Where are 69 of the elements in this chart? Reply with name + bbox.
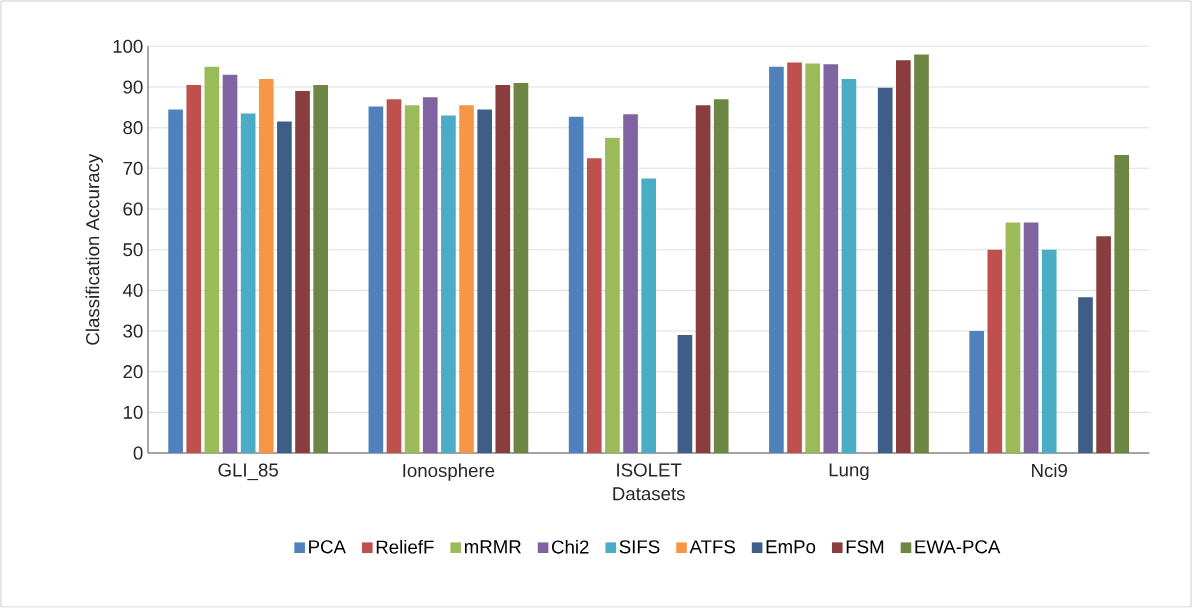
bar [677,335,693,454]
bar [713,99,729,454]
legend-label: ReliefF [376,539,434,554]
bar [386,99,402,454]
bar [422,97,438,454]
bar [186,84,202,454]
bar [896,60,911,454]
y-tick-label: 100 [113,39,143,53]
bar [295,91,310,454]
bar [586,158,602,454]
bar [969,331,985,454]
bar [914,54,929,454]
x-tick-label: ISOLET [617,463,682,477]
bar [841,78,857,454]
bar [258,78,274,454]
legend-label: ATFS [689,540,735,554]
y-tick-label: 10 [123,405,143,419]
bar [987,249,1003,454]
bar [1005,222,1021,454]
x-tick-label: Ionosphere [403,463,495,481]
bar [477,109,493,454]
y-tick-label: 0 [133,446,143,460]
x-tick-label: Nci9 [1032,463,1067,478]
bar [1114,154,1130,454]
x-axis-title: Datasets [613,487,685,501]
bar [568,116,584,454]
bar [605,137,620,454]
bar [277,121,292,454]
bar [1023,222,1039,454]
bar [240,113,256,454]
y-tick-label: 30 [123,324,143,338]
bar [695,105,711,454]
bar [404,105,420,454]
bar [168,109,183,454]
y-tick-label: 20 [123,365,143,379]
bar [1041,249,1057,454]
y-tick-label: 60 [123,202,143,216]
legend-label: FSM [846,540,884,554]
bar [459,105,474,454]
bar [805,63,821,454]
bar [513,82,529,454]
y-tick-label: 80 [123,121,143,135]
bar [787,62,802,454]
bar [641,178,657,454]
legend-label: SIFS [619,540,660,554]
legend-label: PCA [309,540,346,554]
y-tick-label: 50 [123,243,143,257]
bar [877,87,893,454]
x-tick-label: Lung [829,463,869,481]
legend-label: EWA-PCA [915,540,1001,554]
x-tick-label: GLI_85 [218,463,278,481]
bar [222,74,238,454]
y-tick-label: 40 [122,283,143,297]
bar [1096,236,1111,454]
bar [495,84,511,454]
bar [1078,297,1093,454]
bar [313,84,328,454]
y-axis-title: Classification Accuracy [85,153,103,345]
bar [204,66,220,454]
bar [623,114,638,454]
bar [769,66,784,454]
y-tick-label: 70 [123,161,143,175]
legend-label: EmPo [766,540,816,554]
bar [368,106,384,454]
legend-label: Chi2 [551,539,589,554]
y-tick-label: 90 [123,80,143,94]
legend-label: mRMR [464,540,521,554]
bar [823,64,839,454]
bar [441,115,456,454]
